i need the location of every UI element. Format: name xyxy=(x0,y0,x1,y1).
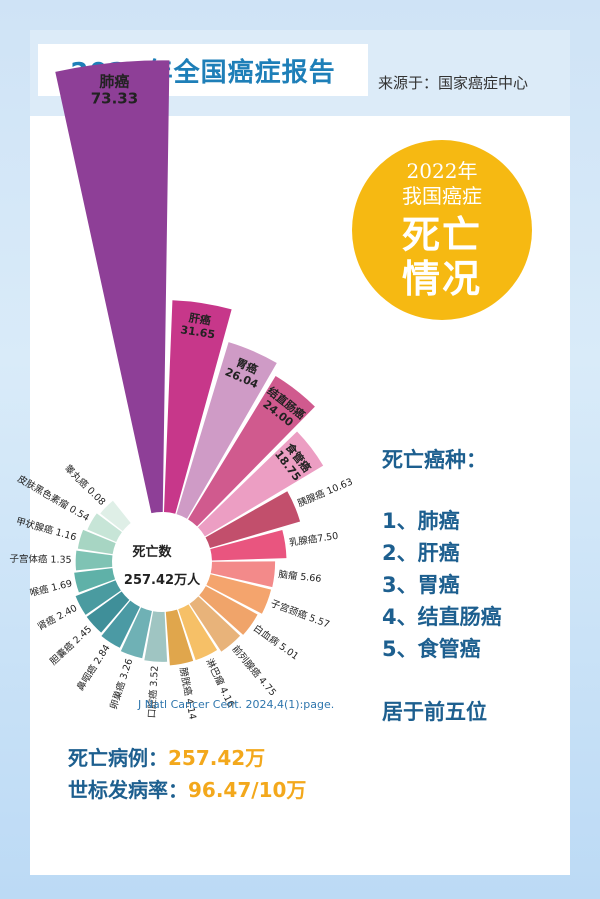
rose-wedge xyxy=(205,491,301,548)
chart-center-circle xyxy=(114,514,210,610)
rose-wedge xyxy=(199,586,258,635)
wedge-label: 口腔癌 3.52 xyxy=(146,665,161,718)
wedge-label: 甲状腺癌 1.16 xyxy=(15,515,78,543)
wedge-label: 肺癌 73.33 xyxy=(91,73,138,108)
rose-wedge xyxy=(101,600,140,648)
wedge-label: 膀胱癌 4.14 xyxy=(177,666,199,720)
deaths-value: 257.42万 xyxy=(168,746,266,770)
ranking-item: 5、食管癌 xyxy=(382,637,481,661)
rose-wedge xyxy=(210,530,287,561)
wedge-label: 子宫颈癌 5.57 xyxy=(269,597,331,630)
rose-wedge xyxy=(197,431,324,537)
rose-wedge xyxy=(165,609,194,666)
ranking-item: 1、肺癌 xyxy=(382,509,460,533)
wedge-label: 胆囊癌 2.45 xyxy=(47,623,94,668)
citation: J Natl Cancer Cent. 2024,4(1):page. xyxy=(138,698,335,711)
ranking-list: 1、肺癌 2、肝癌 3、胃癌 4、结直肠癌 5、食管癌 xyxy=(382,505,502,665)
rose-wedge xyxy=(210,561,276,588)
rose-wedge xyxy=(86,591,130,633)
center-value: 257.42万人 xyxy=(124,572,201,588)
ranking-footer: 居于前五位 xyxy=(382,700,487,724)
rose-wedge xyxy=(100,500,131,532)
deaths-label: 死亡病例： xyxy=(68,746,168,770)
rose-wedge xyxy=(176,342,277,519)
rose-wedge xyxy=(55,60,170,514)
rose-wedge xyxy=(120,607,152,659)
wedge-label: 白血病 5.01 xyxy=(251,622,301,662)
rate-label: 世标发病率： xyxy=(68,778,188,802)
wedge-label: 前列腺癌 4.75 xyxy=(230,643,279,698)
rose-wedge xyxy=(178,604,218,661)
badge-title-2: 情况 xyxy=(401,256,482,301)
rose-wedge xyxy=(189,596,241,652)
center-label: 死亡数 xyxy=(132,544,172,560)
year-badge: 2022年 我国癌症 死亡 情况 xyxy=(352,140,532,320)
rate-value: 96.47/10万 xyxy=(188,778,307,802)
source-label: 来源于：国家癌症中心 xyxy=(378,74,529,92)
wedge-label: 乳腺癌7.50 xyxy=(288,530,339,549)
wedge-label: 喉癌 1.69 xyxy=(29,577,74,599)
wedge-label: 鼻咽癌 2.84 xyxy=(74,642,113,693)
wedge-label: 脑瘤 5.66 xyxy=(278,568,322,585)
ranking-title: 死亡癌种： xyxy=(382,448,487,472)
wedge-label: 卵巢癌 3.26 xyxy=(107,657,135,711)
rose-wedge xyxy=(188,375,315,527)
rose-wedge xyxy=(144,611,168,662)
rose-wedge xyxy=(74,568,116,593)
rose-wedge xyxy=(75,550,113,571)
deaths-stat: 死亡病例：257.42万 xyxy=(68,742,265,771)
rose-wedge xyxy=(163,300,232,514)
wedge-label: 子宫体癌 1.35 xyxy=(9,553,71,566)
badge-year: 2022年 xyxy=(406,159,478,183)
badge-title-1: 死亡 xyxy=(401,212,482,257)
ranking-item: 2、肝癌 xyxy=(382,541,460,565)
rose-wedge xyxy=(87,513,122,542)
rose-wedge xyxy=(77,529,116,555)
badge-subtitle: 我国癌症 xyxy=(402,184,482,208)
rose-wedge xyxy=(206,574,272,614)
rose-wedge xyxy=(75,580,121,615)
wedge-label: 肝癌31.65 xyxy=(180,309,219,341)
ranking-item: 3、胃癌 xyxy=(382,573,460,597)
ranking-item: 4、结直肠癌 xyxy=(382,605,502,629)
wedge-label: 胰腺癌 10.63 xyxy=(296,476,355,510)
rate-stat: 世标发病率：96.47/10万 xyxy=(68,774,306,803)
wedge-label: 肾癌 2.40 xyxy=(35,602,79,633)
